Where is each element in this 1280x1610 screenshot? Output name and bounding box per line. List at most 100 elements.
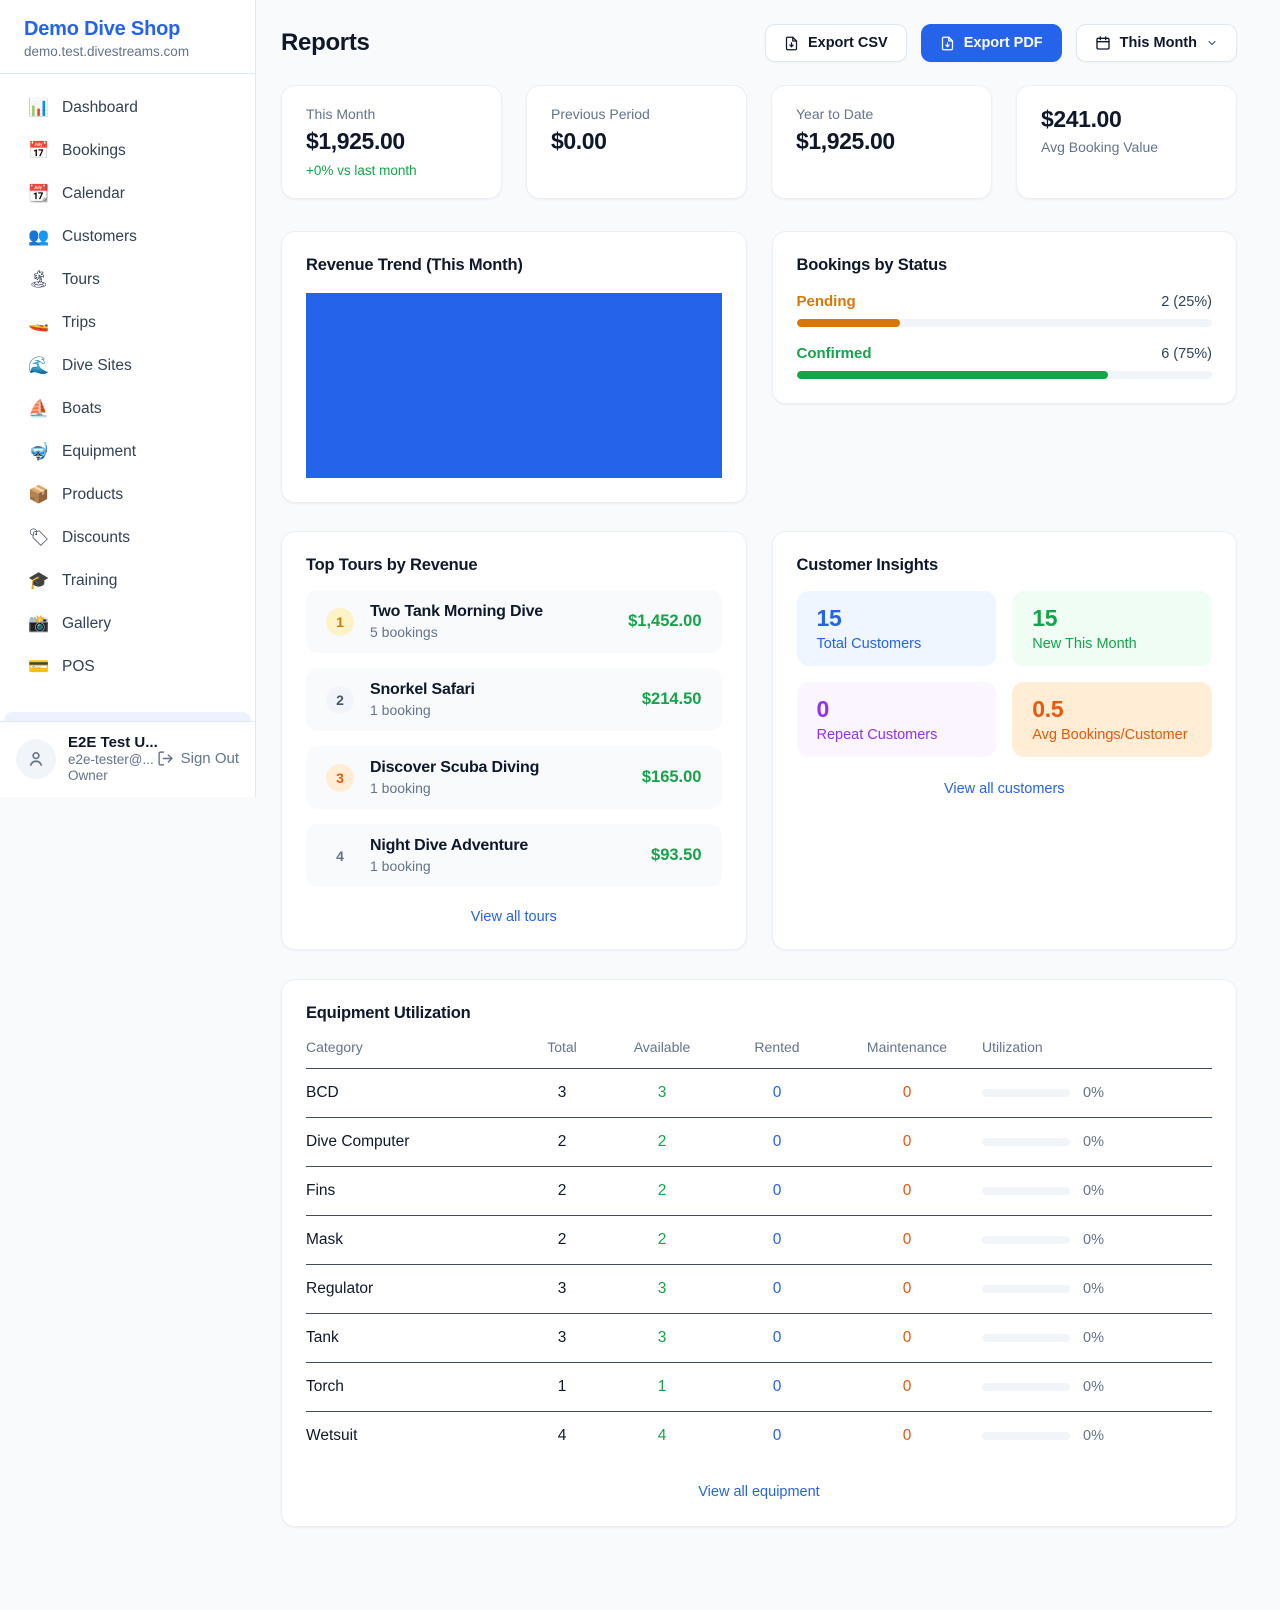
tour-bookings: 1 booking — [370, 702, 431, 718]
cell-total: 3 — [557, 1084, 567, 1101]
sidebar-item-reports-partial[interactable] — [4, 712, 251, 721]
column-header: Rented — [754, 1039, 800, 1055]
equipment-icon: 🤿 — [28, 441, 50, 461]
dive-sites-icon: 🌊 — [28, 355, 50, 375]
stat-label: Avg Booking Value — [1041, 139, 1159, 155]
cell-utilization: 0% — [982, 1266, 1212, 1312]
cell-utilization: 0% — [982, 1413, 1212, 1459]
view-all-tours-link[interactable]: View all tours — [470, 909, 557, 925]
trips-icon: 🚤 — [28, 312, 50, 332]
period-dropdown[interactable]: This Month — [1075, 24, 1237, 62]
insights-row: Top Tours by Revenue 1 Two Tank Morning D… — [281, 531, 1237, 950]
sidebar-item-pos[interactable]: 💳 POS — [12, 645, 243, 688]
cell-category: BCD — [306, 1084, 339, 1101]
view-all-customers-link[interactable]: View all customers — [943, 781, 1065, 797]
insight-value: 15 — [1032, 605, 1058, 631]
sidebar-item-discounts[interactable]: 🏷 Discounts — [12, 516, 243, 559]
status-progress-fill — [796, 371, 1109, 379]
cell-available: 3 — [657, 1280, 667, 1297]
sign-out-label: Sign Out — [180, 750, 239, 767]
sidebar-item-boats[interactable]: ⛵ Boats — [12, 387, 243, 430]
sidebar-item-products[interactable]: 📦 Products — [12, 473, 243, 516]
status-row-pending: Pending 2 (25%) — [796, 293, 1212, 327]
divider — [306, 1313, 1212, 1314]
sidebar-item-calendar[interactable]: 📆 Calendar — [12, 172, 243, 215]
sidebar-item-tours[interactable]: 🏝 Tours — [12, 258, 243, 301]
view-all-equipment-link[interactable]: View all equipment — [698, 1484, 820, 1500]
sidebar-item-dashboard[interactable]: 📊 Dashboard — [12, 86, 243, 129]
stat-delta: +0% vs last month — [306, 163, 417, 178]
tour-info: Night Dive Adventure 1 booking — [370, 837, 635, 874]
chevron-down-icon — [1208, 40, 1216, 46]
sidebar-item-gallery[interactable]: 📸 Gallery — [12, 602, 243, 645]
tour-info: Two Tank Morning Dive 5 bookings — [370, 603, 612, 640]
calendar-icon: 📆 — [28, 183, 50, 203]
sidebar-item-training[interactable]: 🎓 Training — [12, 559, 243, 602]
sidebar-item-equipment[interactable]: 🤿 Equipment — [12, 430, 243, 473]
status-count: 2 (25%) — [1161, 294, 1212, 310]
stat-cards: This Month $1,925.00 +0% vs last month P… — [281, 85, 1237, 199]
sidebar-item-label: Discounts — [62, 528, 131, 546]
cell-maintenance: 0 — [902, 1231, 912, 1248]
cell-total: 2 — [557, 1133, 567, 1150]
export-pdf-label: Export PDF — [963, 35, 1043, 51]
insight-tiles: 15 Total Customers 15 New This Month 0 Repeat… — [796, 591, 1212, 757]
period-label: This Month — [1119, 35, 1197, 51]
sign-out-button[interactable]: Sign Out — [157, 750, 239, 767]
divider — [306, 1411, 1212, 1412]
stat-card-this-month: This Month $1,925.00 +0% vs last month — [281, 85, 502, 199]
cell-rented: 0 — [772, 1378, 782, 1395]
shop-name[interactable]: Demo Dive Shop — [24, 18, 181, 40]
utilization-bar — [982, 1334, 1070, 1342]
cell-category: Dive Computer — [306, 1133, 410, 1150]
stat-value: $0.00 — [551, 128, 607, 154]
sidebar-item-bookings[interactable]: 📅 Bookings — [12, 129, 243, 172]
cell-category: Mask — [306, 1231, 344, 1248]
status-progress-track — [796, 371, 1212, 379]
sidebar-item-label: Products — [62, 485, 124, 503]
sidebar-item-trips[interactable]: 🚤 Trips — [12, 301, 243, 344]
status-rows: Pending 2 (25%) Confirmed 6 (75%) — [796, 293, 1212, 379]
status-progress-track — [796, 319, 1212, 327]
column-header: Maintenance — [866, 1039, 948, 1055]
customer-insights-card: Customer Insights 15 Total Customers 15 New… — [771, 531, 1237, 950]
user-name: E2E Test U... — [68, 734, 158, 751]
status-label: Pending — [796, 293, 856, 310]
export-csv-button[interactable]: Export CSV — [764, 24, 907, 62]
sidebar-item-label: Equipment — [62, 442, 137, 460]
export-pdf-button[interactable]: Export PDF — [920, 24, 1062, 62]
status-row-confirmed: Confirmed 6 (75%) — [796, 345, 1212, 379]
cell-available: 3 — [657, 1084, 667, 1101]
sidebar-item-customers[interactable]: 👥 Customers — [12, 215, 243, 258]
cell-category: Wetsuit — [306, 1427, 358, 1444]
cell-rented: 0 — [772, 1231, 782, 1248]
column-header: Utilization — [982, 1039, 1043, 1055]
cell-available: 3 — [657, 1329, 667, 1346]
page-header: Reports Export CSV Export PDF This Month — [281, 24, 1237, 62]
stat-value: $241.00 — [1041, 106, 1122, 132]
utilization-percent: 0% — [1083, 1379, 1104, 1395]
sidebar-item-label: Dashboard — [62, 98, 138, 116]
sidebar-item-dive-sites[interactable]: 🌊 Dive Sites — [12, 344, 243, 387]
cell-total: 3 — [557, 1329, 567, 1346]
utilization-bar — [982, 1383, 1070, 1391]
divider — [306, 1264, 1212, 1265]
cell-maintenance: 0 — [902, 1182, 912, 1199]
cell-utilization: 0% — [982, 1070, 1212, 1116]
bookings-icon: 📅 — [28, 140, 50, 160]
tour-info: Discover Scuba Diving 1 booking — [370, 759, 626, 796]
rank-badge: 1 — [326, 607, 354, 636]
divider — [306, 1068, 1212, 1069]
cell-maintenance: 0 — [902, 1280, 912, 1297]
insight-value: 15 — [816, 605, 842, 631]
rank-badge: 3 — [326, 763, 354, 792]
tour-name: Discover Scuba Diving — [370, 759, 540, 776]
dashboard-icon: 📊 — [28, 97, 50, 117]
cell-available: 2 — [657, 1133, 667, 1150]
insight-tile: 15 New This Month — [1012, 591, 1212, 666]
bookings-by-status-title: Bookings by Status — [796, 256, 948, 274]
top-tours-card: Top Tours by Revenue 1 Two Tank Morning D… — [281, 531, 747, 950]
utilization-percent: 0% — [1083, 1183, 1104, 1199]
rank-badge: 4 — [336, 847, 344, 864]
sidebar-item-label: Bookings — [62, 141, 126, 159]
